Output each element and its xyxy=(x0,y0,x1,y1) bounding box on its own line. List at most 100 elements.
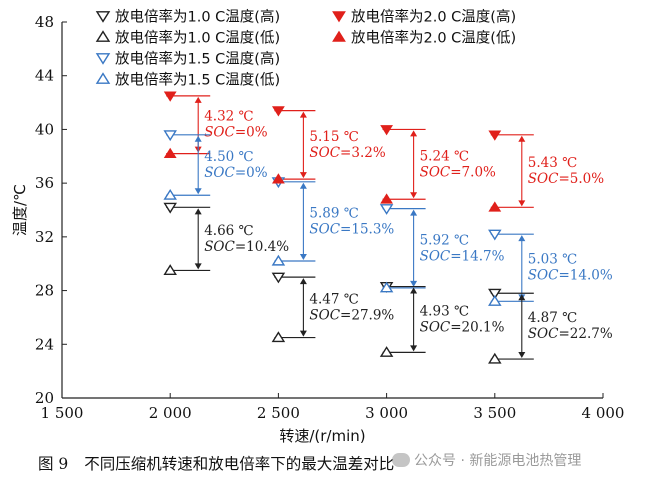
data-point xyxy=(163,264,177,275)
soc-label-value: =0% xyxy=(235,125,268,141)
data-point xyxy=(271,331,286,343)
data-point xyxy=(379,346,394,357)
legend-marker xyxy=(332,11,346,23)
soc-label: SOC=3.2% xyxy=(309,145,385,161)
delta-label: 4.47 ℃ xyxy=(309,291,358,307)
soc-label-key: SOC xyxy=(204,125,235,141)
legend-label: 放电倍率为1.5 C温度(低) xyxy=(115,72,280,89)
delta-label: 5.43 ℃ xyxy=(528,155,577,171)
data-point xyxy=(488,130,502,141)
data-point xyxy=(163,130,177,142)
delta-arrow-head-up xyxy=(299,111,307,118)
chart: 1 500 2 000 2 500 3 000 3 500 4 000 20 24 28 32 36… xyxy=(11,9,624,446)
soc-label: SOC=27.9% xyxy=(309,307,394,323)
legend-marker xyxy=(332,30,346,42)
figure-number: 图 9 xyxy=(38,455,69,473)
soc-label: SOC=0% xyxy=(204,165,268,181)
delta-arrow-head-down xyxy=(518,200,526,207)
soc-label-value: =10.4% xyxy=(235,239,289,255)
y-tick-label: 48 xyxy=(35,13,54,31)
data-point xyxy=(488,229,502,241)
soc-label-key: SOC xyxy=(309,307,340,323)
legend-marker xyxy=(95,53,111,65)
delta-arrow-head-down xyxy=(299,330,307,337)
delta-arrow-head-down xyxy=(518,352,526,359)
soc-label: SOC=0% xyxy=(204,125,268,141)
legend-marker xyxy=(95,11,111,23)
soc-label: SOC=7.0% xyxy=(420,164,496,180)
delta-label: 5.15 ℃ xyxy=(309,129,358,145)
x-tick-label: 3 000 xyxy=(365,404,408,422)
data-point xyxy=(488,201,502,212)
legend-label: 放电倍率为1.0 C温度(高) xyxy=(115,9,280,26)
delta-arrow-head-up xyxy=(518,235,526,242)
delta-arrow-head-up xyxy=(299,182,307,189)
soc-label-key: SOC xyxy=(309,145,340,161)
caption-text: 不同压缩机转速和放电倍率下的最大温差对比 xyxy=(84,455,395,473)
wechat-icon xyxy=(392,453,410,467)
delta-label: 5.92 ℃ xyxy=(420,232,469,248)
delta-arrow-head-up xyxy=(194,135,202,142)
watermark-text: 公众号 · 新能源电池热管理 xyxy=(414,453,582,469)
soc-label-key: SOC xyxy=(528,268,559,284)
delta-label: 5.89 ℃ xyxy=(309,205,358,221)
x-tick-label: 2 000 xyxy=(149,404,192,422)
soc-label-value: =14.0% xyxy=(558,268,612,284)
x-tick-label: 1 500 xyxy=(41,404,84,422)
delta-arrow-head-up xyxy=(410,287,418,294)
data-point xyxy=(271,272,286,284)
data-point xyxy=(488,352,502,364)
legend-label: 放电倍率为1.5 C温度(高) xyxy=(115,51,280,68)
soc-label-value: =27.9% xyxy=(340,307,394,323)
delta-arrow-head-up xyxy=(194,96,202,103)
data-point xyxy=(380,193,394,204)
data-point xyxy=(488,295,502,306)
delta-arrow-head-up xyxy=(410,130,418,137)
delta-arrow-head-down xyxy=(194,188,202,195)
data-point xyxy=(163,188,177,200)
soc-label-value: =5.0% xyxy=(558,171,604,187)
delta-label: 4.32 ℃ xyxy=(204,109,253,125)
data-point xyxy=(379,281,394,293)
data-point xyxy=(271,173,285,184)
data-point xyxy=(163,147,177,158)
delta-label: 4.66 ℃ xyxy=(204,223,253,239)
soc-label: SOC=14.7% xyxy=(420,248,505,264)
y-tick-label: 24 xyxy=(35,335,54,353)
delta-arrow-head-down xyxy=(410,280,418,287)
soc-label-key: SOC xyxy=(420,164,451,180)
soc-label: SOC=10.4% xyxy=(204,239,289,255)
legend-label: 放电倍率为2.0 C温度(高) xyxy=(351,9,516,26)
soc-label-value: =7.0% xyxy=(450,164,496,180)
y-tick-label: 36 xyxy=(35,174,54,192)
delta-label: 4.93 ℃ xyxy=(420,303,469,319)
delta-arrow-head-up xyxy=(518,135,526,142)
delta-label: 5.24 ℃ xyxy=(420,148,469,164)
y-tick-label: 32 xyxy=(35,228,54,246)
soc-label-key: SOC xyxy=(204,239,235,255)
soc-label-value: =3.2% xyxy=(340,145,386,161)
soc-label: SOC=15.3% xyxy=(309,221,394,237)
data-point xyxy=(488,288,502,300)
delta-arrow-head-down xyxy=(410,345,418,352)
y-tick-label: 28 xyxy=(35,282,54,300)
y-tick-label: 40 xyxy=(35,120,54,138)
soc-label: SOC=5.0% xyxy=(528,171,604,187)
soc-label-value: =22.7% xyxy=(558,326,612,342)
delta-arrow-head-up xyxy=(299,278,307,285)
figure-caption: 图 9 不同压缩机转速和放电倍率下的最大温差对比 xyxy=(38,452,638,478)
delta-arrow-head-up xyxy=(410,209,418,216)
legend-marker xyxy=(95,30,111,42)
soc-label-key: SOC xyxy=(420,319,451,335)
delta-label: 4.87 ℃ xyxy=(528,310,577,326)
soc-label-key: SOC xyxy=(528,326,559,342)
soc-label-key: SOC xyxy=(420,248,451,264)
delta-arrow-head-down xyxy=(299,172,307,179)
delta-arrow-head-up xyxy=(518,294,526,301)
soc-label-value: =15.3% xyxy=(340,221,394,237)
soc-label: SOC=14.0% xyxy=(528,268,613,284)
delta-label: 5.03 ℃ xyxy=(528,252,577,268)
soc-label-value: =0% xyxy=(235,165,268,181)
delta-arrow-head-down xyxy=(299,254,307,261)
